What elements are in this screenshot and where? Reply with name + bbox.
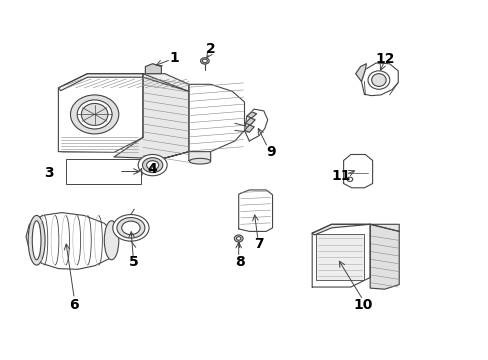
Polygon shape (311, 224, 398, 235)
Text: 2: 2 (205, 42, 215, 56)
Ellipse shape (371, 74, 386, 86)
Ellipse shape (189, 158, 210, 164)
Ellipse shape (202, 59, 207, 63)
Polygon shape (58, 74, 188, 91)
Polygon shape (246, 112, 256, 118)
Text: 5: 5 (128, 255, 138, 269)
Ellipse shape (236, 237, 241, 240)
Text: 12: 12 (374, 53, 394, 67)
Polygon shape (355, 64, 366, 81)
Polygon shape (343, 154, 372, 188)
Ellipse shape (138, 154, 167, 176)
Polygon shape (162, 84, 244, 159)
Ellipse shape (32, 221, 41, 260)
Polygon shape (361, 63, 397, 96)
Text: 4: 4 (147, 162, 157, 176)
Polygon shape (244, 125, 254, 132)
Ellipse shape (367, 71, 389, 89)
Text: 1: 1 (169, 51, 179, 65)
Polygon shape (311, 224, 369, 287)
Polygon shape (114, 74, 188, 159)
Text: 3: 3 (44, 166, 53, 180)
Polygon shape (369, 224, 398, 289)
Polygon shape (244, 109, 267, 141)
Ellipse shape (77, 100, 112, 129)
Polygon shape (238, 190, 272, 231)
Ellipse shape (122, 221, 140, 235)
Ellipse shape (142, 158, 163, 172)
Bar (65, 159, 140, 184)
Text: 11: 11 (331, 170, 350, 184)
Text: 9: 9 (266, 145, 275, 159)
Ellipse shape (113, 215, 149, 241)
Ellipse shape (117, 217, 144, 238)
Polygon shape (145, 64, 161, 74)
Text: 10: 10 (352, 298, 372, 312)
Text: 7: 7 (254, 237, 264, 251)
Ellipse shape (81, 103, 108, 125)
Polygon shape (188, 152, 210, 163)
Ellipse shape (28, 215, 45, 265)
Polygon shape (245, 118, 255, 125)
Polygon shape (58, 74, 142, 152)
Ellipse shape (200, 58, 209, 64)
Text: 6: 6 (69, 298, 79, 312)
Text: 8: 8 (234, 255, 244, 269)
Ellipse shape (346, 177, 352, 181)
Ellipse shape (146, 161, 159, 170)
Ellipse shape (234, 235, 243, 242)
Polygon shape (26, 213, 116, 269)
Ellipse shape (70, 95, 119, 134)
Bar (315, 234, 364, 280)
Ellipse shape (104, 221, 119, 260)
